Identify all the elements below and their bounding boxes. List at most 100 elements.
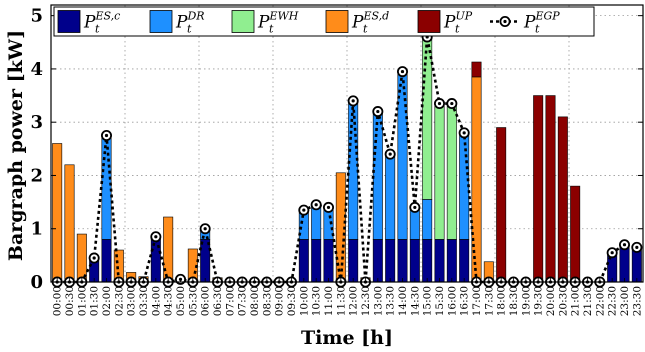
x-tick-label-40: 20:00 [545, 286, 557, 316]
legend-swatch-3 [325, 10, 349, 33]
legend-sub-3: t [363, 23, 368, 36]
x-tick-label-23: 11:30 [335, 286, 347, 316]
y-axis: 0 1 2 3 4 5 [30, 6, 643, 293]
x-tick-label-41: 20:30 [557, 286, 569, 316]
x-tick-label-34: 17:00 [471, 286, 483, 316]
legend-swatch-0 [57, 10, 81, 33]
legend-sub-4: t [455, 23, 460, 36]
x-tick-label-32: 16:00 [446, 286, 458, 316]
egp-marker-dot-46 [622, 243, 627, 247]
egp-marker-dot-12 [203, 227, 207, 231]
legend-label-3: PES,d [351, 10, 389, 33]
x-tick-label-10: 05:00 [175, 286, 187, 316]
x-tick-label-25: 12:30 [360, 286, 372, 316]
legend-label-0: PES,c [83, 10, 120, 33]
legend-marker-dot-5 [503, 19, 507, 24]
x-tick-label-47: 23:30 [631, 286, 643, 316]
egp-marker-dot-32 [450, 101, 454, 106]
y-tick-label-0: 0 [30, 272, 43, 293]
x-tick-label-30: 15:00 [422, 286, 434, 316]
bar-es-c-12 [200, 239, 211, 283]
egp-marker-dot-47 [635, 245, 639, 249]
egp-marker-dot-22 [326, 205, 331, 210]
y-tick-label-3: 3 [30, 112, 43, 133]
bar-es-c-31 [434, 239, 445, 283]
x-tick-label-22: 11:00 [323, 286, 335, 316]
egp-line [57, 36, 638, 284]
egp-marker-dot-27 [388, 152, 392, 156]
x-tick-label-6: 03:00 [126, 286, 138, 316]
bar-es-d-0 [52, 143, 63, 283]
bar-dr-4 [101, 135, 112, 240]
x-tick-label-18: 09:00 [274, 286, 286, 316]
x-tick-label-46: 23:00 [619, 286, 631, 316]
x-tick-label-38: 19:00 [520, 286, 532, 316]
bar-dr-26 [372, 111, 383, 240]
x-tick-label-43: 21:30 [582, 286, 594, 316]
x-tick-label-7: 03:30 [138, 286, 150, 316]
egp-marker-dot-21 [314, 203, 318, 207]
bar-es-c-24 [348, 239, 359, 283]
egp-marker-dot-31 [437, 101, 442, 106]
bar-es-c-27 [385, 239, 396, 283]
grid-lines [51, 5, 643, 282]
x-tick-label-31: 15:30 [434, 286, 446, 316]
x-tick-label-26: 13:00 [372, 286, 384, 316]
y-tick-label-2: 2 [30, 165, 43, 186]
x-tick-label-19: 09:30 [286, 286, 298, 316]
x-tick-label-4: 02:00 [101, 286, 113, 316]
x-tick-label-8: 04:00 [150, 286, 162, 316]
x-tick-label-16: 08:00 [249, 286, 261, 316]
bar-up-36 [496, 127, 507, 283]
legend-swatch-2 [231, 10, 255, 33]
bars [52, 36, 642, 283]
bar-es-c-30 [422, 239, 433, 283]
bar-dr-27 [385, 153, 396, 240]
bar-dr-24 [348, 100, 359, 240]
legend-box [53, 6, 595, 37]
x-tick-label-20: 10:00 [298, 286, 310, 316]
bar-ewh-31 [434, 103, 445, 240]
egp-marker-dot-24 [351, 99, 355, 103]
x-tick-label-29: 14:30 [409, 286, 421, 316]
x-tick-label-12: 06:00 [200, 286, 212, 316]
x-tick-label-24: 12:00 [348, 286, 360, 316]
bar-es-c-20 [298, 239, 309, 283]
legend-label-4: PUP [443, 10, 473, 33]
y-tick-label-1: 1 [30, 219, 43, 240]
x-tick-label-36: 18:00 [496, 286, 508, 316]
legend-swatch-1 [149, 10, 173, 33]
x-tick-label-44: 22:00 [594, 286, 606, 316]
egp-marker-dot-3 [92, 256, 96, 260]
x-tick-label-5: 02:30 [113, 286, 125, 316]
bar-dr-30 [422, 199, 433, 240]
x-tick-label-27: 13:30 [385, 286, 397, 316]
bar-es-c-26 [372, 239, 383, 283]
x-tick-label-42: 21:00 [570, 286, 582, 316]
egp-marker-dot-26 [376, 109, 380, 114]
bar-es-c-4 [101, 239, 112, 283]
bar-es-d-9 [163, 216, 174, 283]
x-tick-label-17: 08:30 [261, 286, 273, 316]
x-tick-label-45: 22:30 [607, 286, 619, 316]
x-tick-label-13: 06:30 [212, 286, 224, 316]
legend-sub-0: t [95, 23, 100, 36]
x-tick-label-21: 10:30 [311, 286, 323, 316]
x-tick-label-15: 07:30 [237, 286, 249, 316]
y-tick-label-5: 5 [30, 6, 43, 27]
egp-marker-dot-33 [462, 131, 466, 135]
legend-sub-1: t [187, 23, 192, 36]
bar-es-c-29 [409, 239, 420, 283]
bar-ewh-32 [446, 103, 457, 240]
egp-marker-dot-8 [154, 235, 158, 239]
legend-swatch-4 [417, 10, 441, 33]
legend-label-5: PEGP [523, 10, 560, 33]
legend-label-1: PDR [175, 10, 205, 33]
bar-es-d-1 [64, 164, 75, 283]
y-tick-label-4: 4 [30, 59, 43, 80]
bar-es-c-32 [446, 239, 457, 283]
x-tick-label-0: 00:00 [52, 286, 64, 316]
